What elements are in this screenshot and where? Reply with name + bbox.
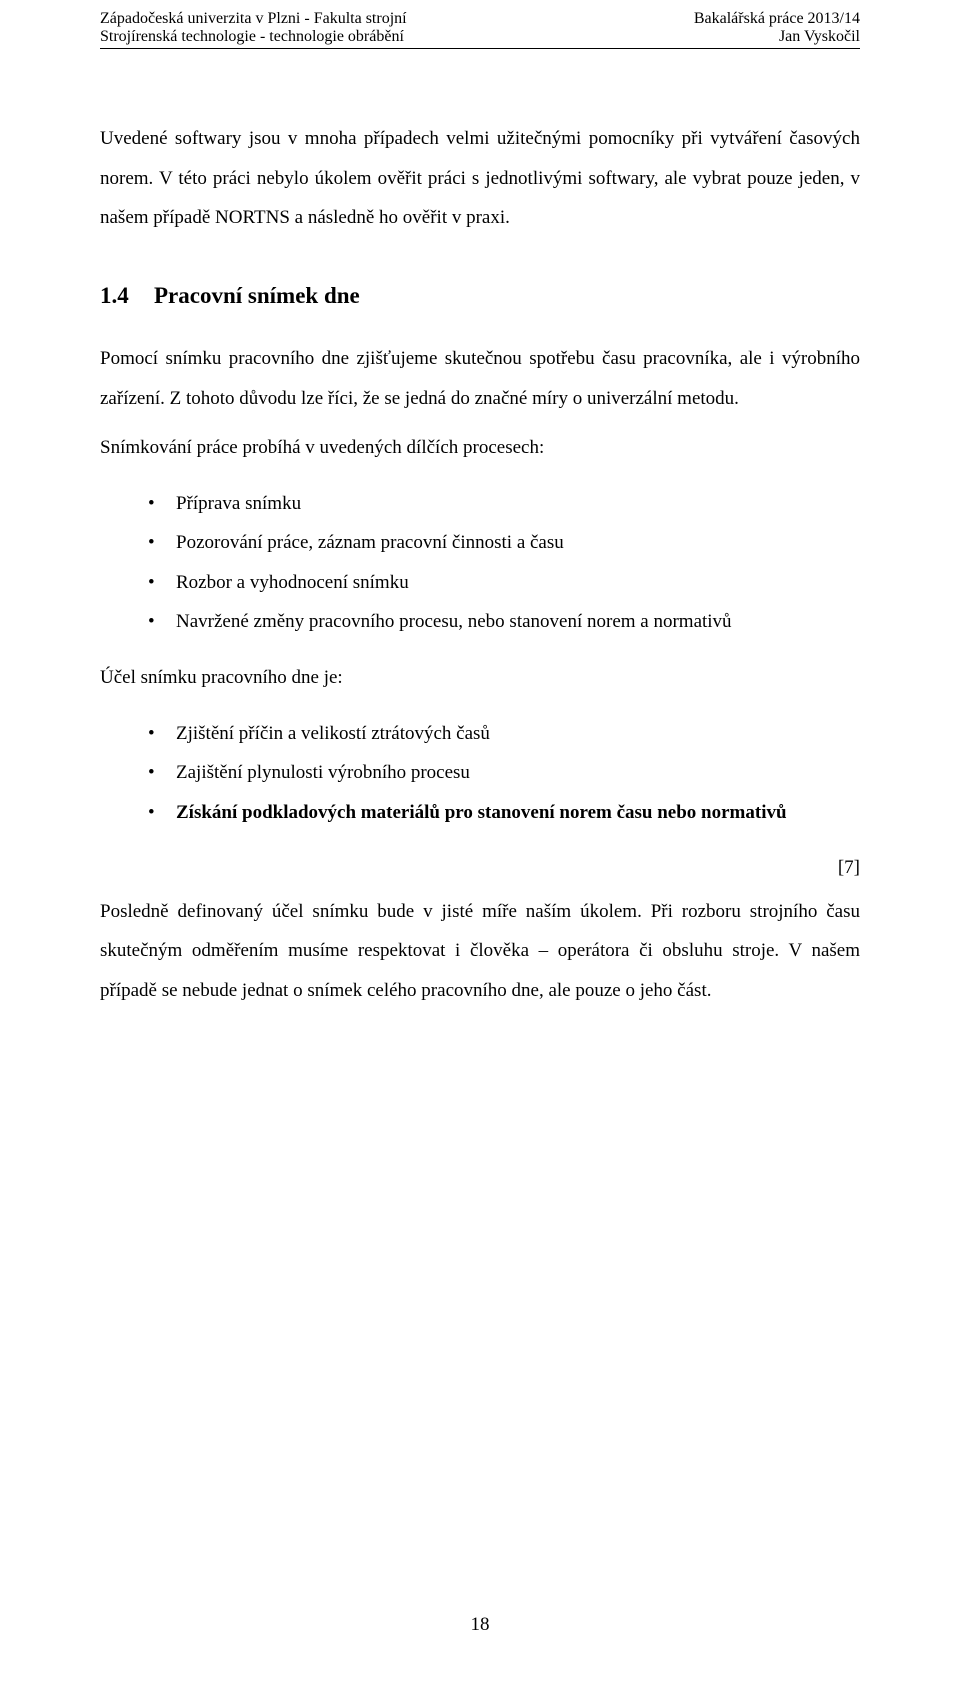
paragraph-4: Posledně definovaný účel snímku bude v j… bbox=[100, 892, 860, 1011]
list-item: Zjištění příčin a velikostí ztrátových č… bbox=[148, 714, 860, 754]
page-header: Západočeská univerzita v Plzni - Fakulta… bbox=[100, 10, 860, 49]
header-row-1: Západočeská univerzita v Plzni - Fakulta… bbox=[100, 10, 860, 28]
list-item: Pozorování práce, záznam pracovní činnos… bbox=[148, 523, 860, 563]
section-number: 1.4 bbox=[100, 272, 154, 320]
paragraph-3: Účel snímku pracovního dne je: bbox=[100, 658, 860, 698]
header-right-2: Jan Vyskočil bbox=[779, 28, 860, 46]
section-title: Pracovní snímek dne bbox=[154, 283, 360, 308]
paragraph-1: Pomocí snímku pracovního dne zjišťujeme … bbox=[100, 339, 860, 418]
list-item: Příprava snímku bbox=[148, 484, 860, 524]
header-rule bbox=[100, 48, 860, 49]
list-item-text: Rozbor a vyhodnocení snímku bbox=[176, 572, 409, 593]
list-item-text: Navržené změny pracovního procesu, nebo … bbox=[176, 611, 732, 632]
header-right-1: Bakalářská práce 2013/14 bbox=[694, 10, 860, 28]
header-left-2: Strojírenská technologie - technologie o… bbox=[100, 28, 404, 46]
list-item: Rozbor a vyhodnocení snímku bbox=[148, 563, 860, 603]
list-item-text: Zjištění příčin a velikostí ztrátových č… bbox=[176, 723, 490, 744]
header-row-2: Strojírenská technologie - technologie o… bbox=[100, 28, 860, 46]
list-item: Navržené změny pracovního procesu, nebo … bbox=[148, 602, 860, 642]
body: Uvedené softwary jsou v mnoha případech … bbox=[100, 119, 860, 1010]
list-item-text: Příprava snímku bbox=[176, 493, 301, 514]
page-number: 18 bbox=[0, 1614, 960, 1636]
list-item-text: Zajištění plynulosti výrobního procesu bbox=[176, 762, 470, 783]
intro-paragraph: Uvedené softwary jsou v mnoha případech … bbox=[100, 119, 860, 238]
reference-marker: [7] bbox=[100, 848, 860, 888]
list-item-text: Získání podkladových materiálů pro stano… bbox=[176, 802, 787, 823]
list-item: Zajištění plynulosti výrobního procesu bbox=[148, 753, 860, 793]
header-left-1: Západočeská univerzita v Plzni - Fakulta… bbox=[100, 10, 407, 28]
bullet-list-2: Zjištění příčin a velikostí ztrátových č… bbox=[148, 714, 860, 833]
page: Západočeská univerzita v Plzni - Fakulta… bbox=[0, 0, 960, 1692]
list-item: Získání podkladových materiálů pro stano… bbox=[148, 793, 860, 833]
paragraph-2: Snímkování práce probíhá v uvedených díl… bbox=[100, 428, 860, 468]
section-heading: 1.4Pracovní snímek dne bbox=[100, 272, 860, 320]
bullet-list-1: Příprava snímku Pozorování práce, záznam… bbox=[148, 484, 860, 642]
list-item-text: Pozorování práce, záznam pracovní činnos… bbox=[176, 532, 564, 553]
